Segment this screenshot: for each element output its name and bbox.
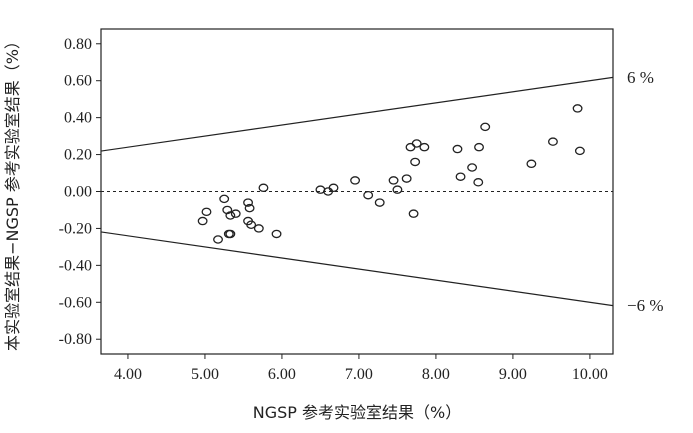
data-point xyxy=(572,104,583,113)
x-tick-label: 9.00 xyxy=(499,366,527,383)
x-tick-label: 10.00 xyxy=(572,366,608,383)
data-point xyxy=(547,137,558,146)
data-point xyxy=(230,209,241,218)
data-point xyxy=(350,176,361,185)
data-point xyxy=(410,157,421,167)
data-point xyxy=(455,172,466,181)
x-tick-label: 4.00 xyxy=(114,366,142,383)
chart-marks xyxy=(101,76,613,307)
data-point xyxy=(213,235,223,244)
data-point xyxy=(392,185,403,194)
y-tick-label: -0.40 xyxy=(59,257,92,274)
data-point xyxy=(473,178,484,187)
data-point xyxy=(246,220,257,229)
data-point xyxy=(452,144,463,154)
data-point xyxy=(328,183,339,193)
data-point xyxy=(480,122,491,132)
plot-frame xyxy=(100,28,614,355)
y-tick-label: 0.00 xyxy=(64,184,92,201)
data-point xyxy=(244,203,255,213)
data-point xyxy=(411,139,422,148)
data-point xyxy=(574,146,585,156)
data-point xyxy=(467,163,478,172)
data-point xyxy=(374,198,385,207)
x-tick-label: 8.00 xyxy=(422,366,450,383)
data-point xyxy=(197,216,208,226)
y-axis-title: 本实验室结果−NGSP 参考实验室结果（%） xyxy=(3,33,22,351)
data-point xyxy=(219,194,230,204)
x-tick-label: 6.00 xyxy=(268,366,296,383)
data-point xyxy=(408,209,419,218)
data-point xyxy=(201,207,212,217)
y-tick-label: 0.80 xyxy=(64,36,92,53)
data-point xyxy=(225,229,236,239)
y-axis: 0.80 0.60 0.40 0.20 0.00 -0.20 -0.40 -0.60 -0.80 xyxy=(59,36,101,348)
y-tick-label: -0.20 xyxy=(59,220,92,237)
data-point xyxy=(258,183,269,193)
data-point xyxy=(526,159,537,169)
data-point xyxy=(388,176,399,185)
y-tick-label: 0.40 xyxy=(64,110,92,127)
x-axis: 4.00 5.00 6.00 7.00 8.00 9.00 10.00 xyxy=(114,354,608,383)
lower-limit-line xyxy=(101,231,613,307)
data-point xyxy=(401,174,412,183)
x-tick-label: 5.00 xyxy=(191,366,219,383)
x-axis-title: NGSP 参考实验室结果（%） xyxy=(253,403,461,422)
upper-limit-label: 6 % xyxy=(627,68,654,87)
y-tick-label: 0.60 xyxy=(64,73,92,90)
upper-limit-line xyxy=(101,76,613,152)
data-point xyxy=(363,190,374,200)
data-point xyxy=(419,142,430,152)
data-point xyxy=(474,142,484,152)
y-tick-label: -0.80 xyxy=(59,331,92,348)
data-point xyxy=(271,229,282,239)
x-tick-label: 7.00 xyxy=(345,366,373,383)
data-point xyxy=(243,198,254,207)
y-tick-label: 0.20 xyxy=(64,147,92,164)
data-point xyxy=(225,211,236,220)
y-tick-label: -0.60 xyxy=(59,294,92,311)
data-point xyxy=(253,224,264,233)
data-point xyxy=(405,142,416,152)
lower-limit-label: −6 % xyxy=(627,296,664,315)
